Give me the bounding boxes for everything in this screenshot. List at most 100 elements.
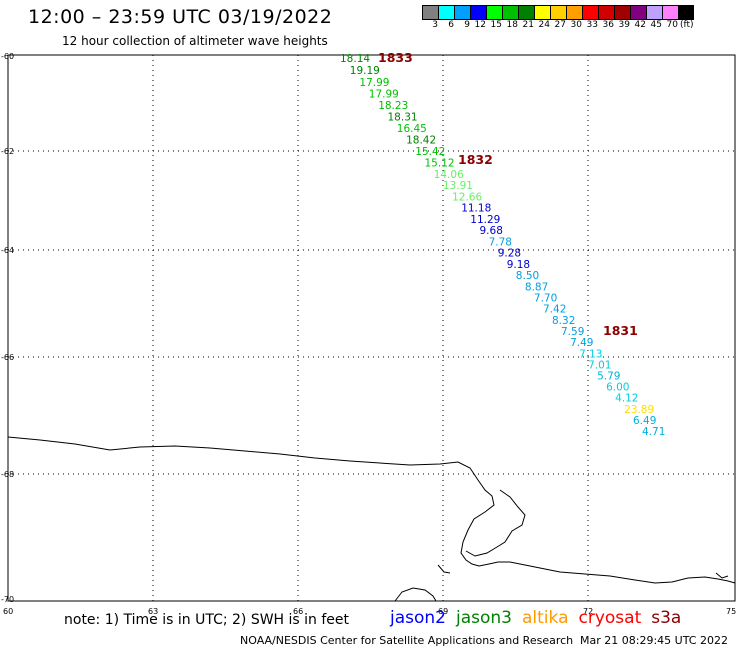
wave-height-value: 15.12 — [425, 157, 455, 169]
legend-label: 70 — [666, 20, 678, 30]
wave-height-value: 14.06 — [434, 169, 464, 181]
x-tick-label: 72 — [583, 607, 593, 616]
legend-label: 42 — [634, 20, 646, 30]
wave-height-value: 23.89 — [624, 404, 654, 416]
satellite-name-jason2: jason2 — [390, 608, 446, 628]
satellite-name-cryosat: cryosat — [578, 608, 642, 628]
generated-timestamp: Mar 21 08:29:45 UTC 2022 — [580, 634, 728, 647]
legend-label: 30 — [570, 20, 582, 30]
wave-height-value: 12.66 — [452, 191, 482, 203]
credit-text: NOAA/NESDIS Center for Satellite Applica… — [240, 634, 574, 647]
satellite-name-altika: altika — [522, 608, 569, 628]
wave-height-value: 18.14 — [340, 53, 370, 65]
wave-height-value: 7.70 — [534, 293, 557, 305]
wave-height-value: 5.79 — [597, 371, 620, 383]
wave-height-value: 7.13 — [579, 348, 602, 360]
legend-label: 33 — [586, 20, 598, 30]
wave-height-value: 9.28 — [498, 248, 521, 260]
legend-label: 36 — [602, 20, 614, 30]
legend-swatch — [454, 5, 470, 20]
wave-height-track: 18.1419.1917.9917.9918.2318.3116.4518.42… — [340, 53, 665, 438]
y-tick-label: -68 — [1, 470, 14, 479]
legend-swatch — [486, 5, 502, 20]
wave-height-value: 8.50 — [516, 270, 539, 282]
x-tick-label: 63 — [148, 607, 158, 616]
coastline-island — [394, 587, 437, 602]
wave-height-value: 18.31 — [388, 112, 418, 124]
legend-swatch — [566, 5, 582, 20]
y-tick-label: -60 — [1, 52, 14, 61]
legend-label: 24 — [538, 20, 550, 30]
coastline-south — [437, 564, 729, 579]
legend-swatch — [614, 5, 630, 20]
legend-label: 39 — [618, 20, 630, 30]
legend-swatch — [422, 5, 438, 20]
wave-height-value: 15.42 — [415, 146, 445, 158]
legend-label: 18 — [506, 20, 518, 30]
coastline-inlet — [465, 489, 526, 557]
legend-label: 21 — [522, 20, 534, 30]
wave-height-value: 7.01 — [588, 359, 611, 371]
x-tick-label: 69 — [438, 607, 448, 616]
y-tick-label: -62 — [1, 147, 14, 156]
legend-label: 6 — [448, 20, 454, 30]
wave-height-value: 7.49 — [570, 337, 593, 349]
wave-height-value: 7.78 — [489, 237, 512, 249]
legend-swatch — [550, 5, 566, 20]
x-tick-label: 66 — [293, 607, 303, 616]
map-frame — [7, 54, 736, 602]
footer-note: note: 1) Time is in UTC; 2) SWH is in fe… — [64, 612, 350, 628]
legend-label: 45 — [650, 20, 662, 30]
x-tick-label: 75 — [726, 607, 736, 616]
y-tick-label: -64 — [1, 246, 14, 255]
legend-labels: 3 6 9 12 15 18 21 24 27 30 33 36 39 42 45 70 (ft) — [422, 20, 700, 32]
wave-height-value: 18.42 — [406, 135, 436, 147]
satellite-legend: jason2 jason3 altika cryosat s3a — [390, 608, 681, 628]
legend-swatch — [630, 5, 646, 20]
wave-height-value: 8.87 — [525, 281, 548, 293]
legend-swatch — [582, 5, 598, 20]
legend-label: 27 — [554, 20, 566, 30]
grid-lines — [8, 55, 735, 601]
legend-label: 15 — [490, 20, 502, 30]
pass-label-1832: 1832 — [458, 152, 493, 167]
wave-height-value: 7.59 — [561, 326, 584, 338]
wave-height-value: 11.18 — [461, 203, 491, 215]
wave-height-value: 6.49 — [633, 415, 656, 427]
pass-label-1833: 1833 — [378, 50, 413, 65]
wave-height-value: 13.91 — [443, 180, 473, 192]
wave-height-value: 4.12 — [615, 393, 638, 405]
y-tick-label: -66 — [1, 353, 14, 362]
x-tick-label: 60 — [3, 607, 13, 616]
legend-swatch — [678, 5, 694, 20]
pass-label-1831: 1831 — [603, 323, 638, 338]
wave-height-value: 9.18 — [507, 259, 530, 271]
legend-swatches — [422, 5, 700, 20]
x-axis-labels: 60 63 66 69 72 75 — [3, 607, 736, 616]
wave-height-value: 6.00 — [606, 382, 629, 394]
y-tick-label: -70 — [1, 595, 14, 604]
wave-height-value: 8.32 — [552, 315, 575, 327]
satellite-name-s3a: s3a — [651, 608, 682, 628]
wave-height-value: 16.45 — [397, 123, 427, 135]
coastline — [7, 436, 736, 584]
legend-label: 3 — [432, 20, 438, 30]
satellite-name-jason3: jason3 — [456, 608, 512, 628]
legend-swatch — [598, 5, 614, 20]
wave-height-value: 9.68 — [480, 225, 503, 237]
page-title: 12:00 – 23:59 UTC 03/19/2022 — [28, 6, 333, 28]
legend-label: 12 — [474, 20, 486, 30]
wave-height-value: 17.99 — [369, 89, 399, 101]
legend-swatch — [470, 5, 486, 20]
legend-label: 9 — [464, 20, 470, 30]
wave-height-value: 11.29 — [470, 214, 500, 226]
legend-swatch — [646, 5, 662, 20]
legend-unit: (ft) — [680, 20, 694, 30]
legend-swatch — [662, 5, 678, 20]
wave-height-value: 17.99 — [359, 77, 389, 89]
legend-swatch — [438, 5, 454, 20]
page-subtitle: 12 hour collection of altimeter wave hei… — [62, 34, 328, 48]
color-legend: 3 6 9 12 15 18 21 24 27 30 33 36 39 42 45 70 (ft) — [422, 5, 700, 32]
y-axis-labels: -60 -62 -64 -66 -68 -70 — [1, 52, 14, 604]
